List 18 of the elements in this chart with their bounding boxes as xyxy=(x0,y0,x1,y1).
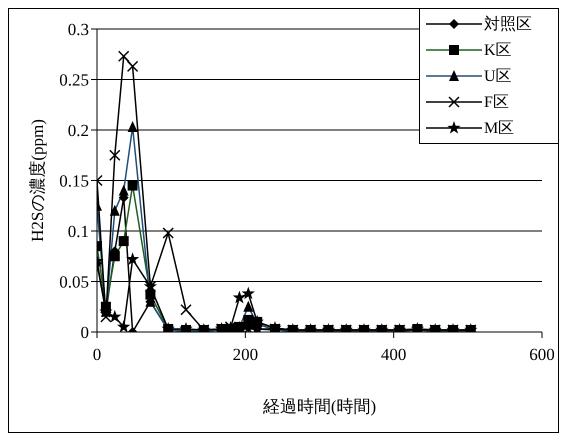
y-tick-label: 0.05 xyxy=(59,272,89,292)
y-tick-label: 0.1 xyxy=(68,222,89,242)
y-tick-label: 0.15 xyxy=(59,172,89,191)
x-tick-label: 600 xyxy=(529,345,555,364)
x-tick-label: 0 xyxy=(92,345,102,364)
y-tick-label: 0 xyxy=(80,323,89,342)
legend-label: 対照区 xyxy=(484,14,532,34)
y-tick-label: 0.3 xyxy=(68,20,89,40)
x-tick-label: 200 xyxy=(232,345,258,364)
legend-label: U区 xyxy=(484,66,512,86)
y-tick-label: 0.25 xyxy=(59,70,89,90)
x-axis-title: 経過時間(時間) xyxy=(262,397,376,416)
y-axis-title: H2Sの濃度(ppm) xyxy=(28,119,48,242)
legend-label: F区 xyxy=(484,92,509,112)
legend-label: K区 xyxy=(484,40,512,60)
x-tick-label: 400 xyxy=(380,345,406,364)
y-tick-label: 0.2 xyxy=(68,121,89,140)
legend-label: M区 xyxy=(484,118,514,138)
